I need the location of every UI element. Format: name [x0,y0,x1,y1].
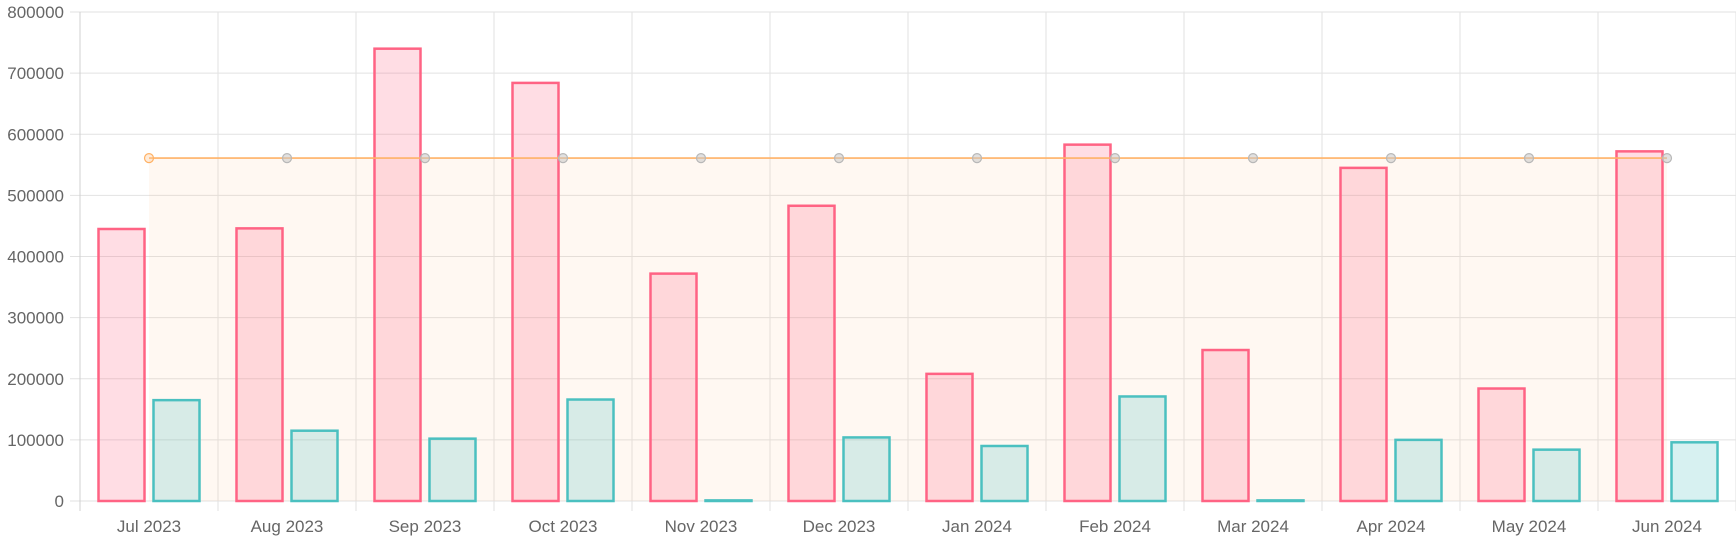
line-point [1385,152,1397,164]
bar [566,398,615,503]
bar [152,398,201,503]
bar [235,227,284,503]
y-tick-label: 100000 [7,431,64,450]
bar [1670,441,1719,503]
y-tick-label: 0 [55,492,64,511]
bar [925,372,974,503]
y-tick-label: 700000 [7,64,64,83]
bar [511,81,560,503]
x-tick-label: Dec 2023 [803,517,876,536]
bar [97,227,146,503]
x-tick-label: Feb 2024 [1079,517,1151,536]
line-area [149,158,1667,501]
bar [1201,348,1250,503]
y-tick-label: 800000 [7,3,64,22]
y-tick-label: 300000 [7,309,64,328]
x-tick-label: Apr 2024 [1357,517,1426,536]
bar [1532,448,1581,503]
bar [1256,499,1305,503]
x-tick-label: Jul 2023 [117,517,181,536]
line-point [143,152,155,164]
line-point [1247,152,1259,164]
bar [1063,143,1112,503]
line-point [695,152,707,164]
x-tick-label: May 2024 [1492,517,1567,536]
bars [97,47,1719,503]
y-tick-label: 600000 [7,125,64,144]
bar [787,204,836,503]
x-tick-label: Oct 2023 [529,517,598,536]
bar [428,437,477,503]
x-tick-label: Jan 2024 [942,517,1012,536]
x-tick-label: Sep 2023 [389,517,462,536]
bar [1339,166,1388,503]
average-line-area [149,158,1667,501]
line-point [557,152,569,164]
tick-labels: 0 100000 200000 300000 400000 500000 600000 700… [7,3,1702,536]
bar [373,47,422,503]
gridlines [70,11,1736,511]
bar [842,436,891,503]
line-point [1661,152,1673,164]
bar [290,429,339,503]
y-tick-label: 400000 [7,248,64,267]
average-line [143,152,1673,164]
line-point [1523,152,1535,164]
x-tick-label: Aug 2023 [251,517,324,536]
x-tick-label: Jun 2024 [1632,517,1702,536]
y-tick-label: 500000 [7,186,64,205]
x-tick-label: Nov 2023 [665,517,738,536]
bar [1118,395,1167,503]
line-point [419,152,431,164]
x-tick-label: Mar 2024 [1217,517,1289,536]
bar [1394,438,1443,503]
y-tick-label: 200000 [7,370,64,389]
bar [704,499,753,503]
line-point [833,152,845,164]
bar [980,444,1029,503]
bar [1615,150,1664,503]
line-point [281,152,293,164]
bar [1477,387,1526,503]
line-point [971,152,983,164]
line-point [1109,152,1121,164]
bar [649,272,698,503]
